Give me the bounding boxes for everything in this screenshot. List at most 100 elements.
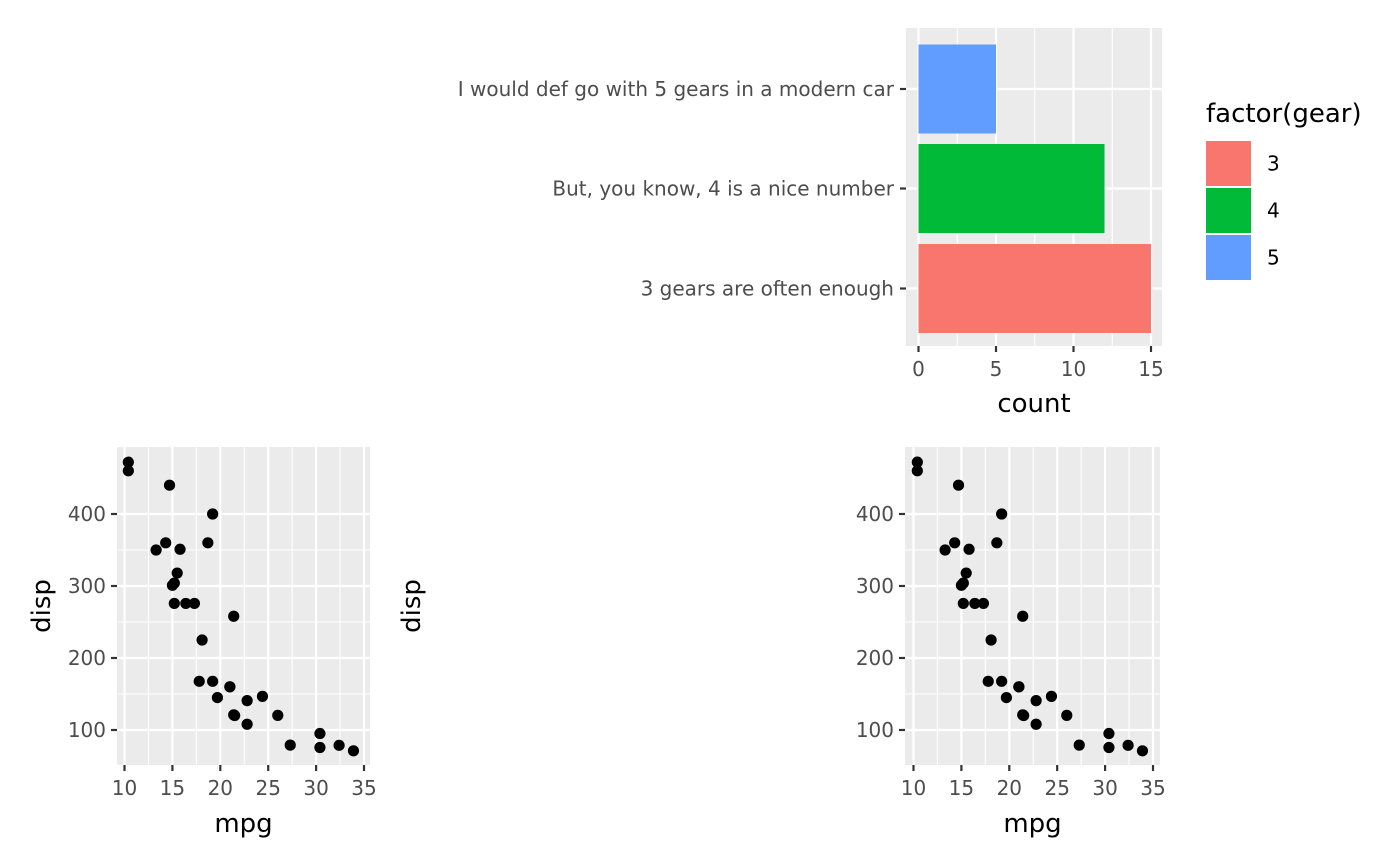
s3-y-tick-label: 100 xyxy=(856,718,894,742)
scatter-left-axes: 10 15 20 25 30 35 100 200 300 400 xyxy=(68,502,377,800)
s3-point xyxy=(949,537,961,549)
s1-x-tick-label: 10 xyxy=(112,776,137,800)
s1-point xyxy=(272,709,284,721)
s1-x-tick-label: 30 xyxy=(303,776,328,800)
s1-y-tick-label: 300 xyxy=(68,574,106,598)
s1-point xyxy=(228,610,240,622)
bar-chart-bars xyxy=(918,44,1151,333)
legend-key-3 xyxy=(1206,141,1251,186)
bar-chart-category-label: 3 gears are often enough xyxy=(641,277,894,301)
s1-point xyxy=(163,479,176,491)
s3-point xyxy=(911,465,923,477)
s1-x-tick-label: 25 xyxy=(255,776,280,800)
bar-3-gears xyxy=(918,244,1151,333)
scatter-right-panel xyxy=(905,447,1160,765)
scatter-middle-y-axis-title: disp xyxy=(397,579,427,633)
s1-y-tick-label: 400 xyxy=(68,502,106,526)
bar-chart-x-tick-label: 15 xyxy=(1138,357,1163,381)
s3-y-tick-label: 200 xyxy=(856,646,894,670)
s1-point xyxy=(207,508,219,520)
bar-chart-axes: 3 gears are often enough But, you know, 4… xyxy=(458,77,1164,381)
s1-point xyxy=(202,537,214,549)
s1-point xyxy=(333,739,345,751)
bar-chart-category-label: I would def go with 5 gears in a modern … xyxy=(458,77,895,101)
bar-5-gears xyxy=(918,44,996,134)
s3-point xyxy=(985,634,997,646)
bar-chart-x-tick-label: 10 xyxy=(1061,357,1086,381)
s3-point xyxy=(1122,739,1134,751)
bar-chart-x-tick-label: 0 xyxy=(912,357,925,381)
s3-point xyxy=(955,579,968,591)
legend-key-5 xyxy=(1206,235,1251,280)
s1-point xyxy=(160,537,172,549)
s3-point xyxy=(1073,739,1085,751)
s3-point xyxy=(977,597,990,610)
legend-label-4: 4 xyxy=(1267,199,1280,223)
s1-point xyxy=(314,741,326,754)
scatter-left-points xyxy=(122,456,360,757)
s3-point xyxy=(1030,718,1042,730)
s1-point xyxy=(241,718,253,730)
s1-point xyxy=(207,675,219,687)
bar-chart-x-tick-label: 5 xyxy=(990,357,1003,381)
s3-point xyxy=(911,456,923,468)
s3-point xyxy=(939,544,951,556)
legend-label-3: 3 xyxy=(1267,152,1280,176)
s3-point xyxy=(1103,727,1115,740)
s3-point xyxy=(963,543,975,555)
s1-point xyxy=(193,675,205,687)
s3-x-tick-label: 30 xyxy=(1092,776,1117,800)
s1-point xyxy=(122,465,134,477)
s3-point xyxy=(1017,709,1029,721)
s1-x-tick-label: 20 xyxy=(208,776,233,800)
s1-point xyxy=(256,690,269,702)
s1-point xyxy=(188,597,201,610)
s3-point xyxy=(969,597,981,610)
legend-label-5: 5 xyxy=(1267,246,1280,270)
bar-chart-category-label: But, you know, 4 is a nice number xyxy=(552,177,894,201)
s1-point xyxy=(347,745,360,757)
s3-point xyxy=(1030,695,1042,707)
scatter-left-x-axis-title: mpg xyxy=(214,809,272,839)
scatter-chart-left: 10 15 20 25 30 35 100 200 300 400 mpg disp xyxy=(27,447,377,839)
s3-y-tick-label: 400 xyxy=(856,502,894,526)
s1-x-tick-label: 35 xyxy=(351,776,376,800)
scatter-right-axes: 10 15 20 25 30 35 100 200 300 400 xyxy=(856,502,1166,800)
scatter-right-x-axis-title: mpg xyxy=(1003,809,1061,839)
scatter-right-points xyxy=(911,456,1149,757)
s1-y-tick-label: 200 xyxy=(68,646,106,670)
s1-y-tick-label: 100 xyxy=(68,718,106,742)
s3-point xyxy=(952,479,965,491)
s3-point xyxy=(982,675,994,687)
s3-point xyxy=(957,597,969,610)
legend-title: factor(gear) xyxy=(1206,99,1362,129)
s1-point xyxy=(224,681,236,693)
s1-point xyxy=(228,709,240,721)
s1-point xyxy=(314,727,326,740)
s1-x-tick-label: 15 xyxy=(160,776,185,800)
s1-point xyxy=(241,695,253,707)
s1-point xyxy=(180,597,192,610)
scatter-chart-right: 10 15 20 25 30 35 100 200 300 400 mpg xyxy=(856,447,1166,839)
legend-entries: 3 4 5 xyxy=(1206,141,1280,280)
s1-point xyxy=(284,739,296,751)
s1-point xyxy=(150,544,162,556)
legend: factor(gear) 3 4 5 xyxy=(1206,99,1362,280)
s3-x-tick-label: 15 xyxy=(949,776,974,800)
s3-point xyxy=(1013,681,1025,693)
bar-chart: 3 gears are often enough But, you know, 4… xyxy=(458,28,1164,419)
legend-key-4 xyxy=(1206,188,1251,233)
s3-y-tick-label: 300 xyxy=(856,574,894,598)
s3-x-tick-label: 35 xyxy=(1140,776,1165,800)
s3-point xyxy=(1000,692,1013,704)
s1-point xyxy=(166,579,178,591)
s3-point xyxy=(991,537,1003,549)
scatter-right-grid xyxy=(905,447,1160,765)
s3-point xyxy=(1045,690,1058,702)
s3-x-tick-label: 25 xyxy=(1044,776,1069,800)
s3-point xyxy=(996,508,1008,520)
scatter-left-panel xyxy=(117,447,370,765)
s3-point xyxy=(996,675,1008,687)
scatter-left-y-axis-title: disp xyxy=(27,579,57,633)
